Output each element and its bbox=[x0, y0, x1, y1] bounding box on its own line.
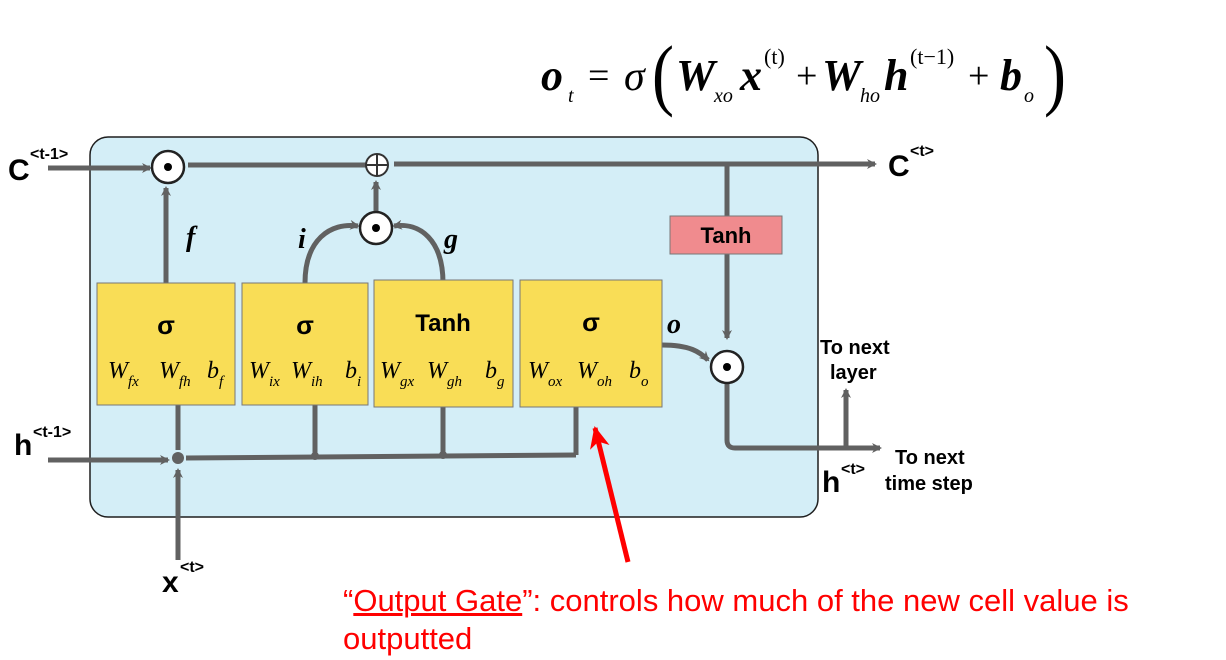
label-o: o bbox=[667, 309, 681, 340]
label-g: g bbox=[443, 224, 458, 255]
forget-gate-box: σ W fx W fh b f bbox=[96, 282, 236, 406]
gate-w1-sub: ox bbox=[548, 374, 563, 390]
h-out-sup: <t> bbox=[841, 461, 865, 478]
input-gate-box: σ W ix W ih b i bbox=[241, 282, 369, 406]
forget-multiply-node bbox=[150, 149, 186, 185]
c-next-label: C bbox=[888, 150, 910, 183]
eq-sigma: σ bbox=[624, 54, 647, 100]
output-gate-pointer-arrow bbox=[590, 426, 631, 563]
gate-w2-sub: gh bbox=[447, 374, 462, 390]
gate-func: σ bbox=[296, 310, 314, 340]
caption-open-quote: “ bbox=[343, 583, 354, 618]
input-junction bbox=[172, 452, 184, 464]
x-in-sup: <t> bbox=[180, 559, 204, 576]
h-prev-label: h bbox=[14, 429, 32, 462]
gate-w1: W bbox=[249, 358, 271, 384]
gate-func: Tanh bbox=[415, 310, 471, 337]
gate-b-sub: g bbox=[497, 374, 505, 390]
c-prev-sup: <t-1> bbox=[30, 146, 68, 163]
gate-w1: W bbox=[108, 358, 130, 384]
h-out-label: h bbox=[822, 466, 840, 499]
cell-add-node bbox=[365, 153, 389, 177]
gate-w2: W bbox=[427, 358, 449, 384]
cell-tanh-box bbox=[669, 215, 783, 255]
o-arrow bbox=[661, 342, 710, 362]
gate-b-sub: o bbox=[641, 374, 649, 390]
to-next-time-line1: To next bbox=[895, 447, 965, 469]
gate-w2: W bbox=[577, 358, 599, 384]
to-next-time-line2: time step bbox=[885, 473, 973, 495]
eq-w-ho-sub: ho bbox=[860, 85, 880, 107]
label-f: f bbox=[186, 222, 198, 253]
eq-w-xo: W bbox=[676, 51, 718, 100]
eq-paren-close: ) bbox=[1044, 30, 1066, 118]
gate-w1: W bbox=[380, 358, 402, 384]
candidate-gate-box: Tanh W gx W gh b g bbox=[373, 279, 514, 408]
gate-b-sub: f bbox=[219, 374, 225, 390]
caption-title: Output Gate bbox=[353, 583, 523, 618]
h-prev-sup: <t-1> bbox=[33, 424, 71, 441]
bus-junction-g bbox=[439, 451, 447, 459]
gate-w2: W bbox=[159, 358, 181, 384]
to-next-layer-line2: layer bbox=[830, 362, 877, 384]
c-prev-label: C bbox=[8, 154, 30, 187]
eq-plus-2: + bbox=[968, 55, 989, 97]
label-i: i bbox=[298, 224, 306, 255]
eq-w-ho: W bbox=[822, 51, 864, 100]
output-multiply-node bbox=[709, 349, 745, 385]
cell-tanh-label: Tanh bbox=[701, 223, 752, 248]
gate-b: b bbox=[629, 358, 641, 384]
gate-w1-sub: gx bbox=[400, 374, 415, 390]
port-labels: C <t-1> C <t> h <t-1> x <t> h <t> To nex… bbox=[8, 143, 973, 599]
g-arrow bbox=[392, 219, 446, 284]
eq-x: x bbox=[739, 51, 762, 100]
x-in-label: x bbox=[162, 566, 179, 599]
output-gate-box: σ W ox W oh b o bbox=[519, 279, 663, 408]
cell-connections bbox=[48, 159, 882, 560]
gate-w1-sub: ix bbox=[269, 374, 280, 390]
eq-x-sup: (t) bbox=[764, 44, 785, 69]
eq-lhs-sub: t bbox=[568, 85, 574, 107]
eq-h-sup: (t−1) bbox=[910, 44, 954, 69]
i-arrow bbox=[302, 219, 360, 284]
gate-b-sub: i bbox=[357, 374, 361, 390]
eq-lhs: o bbox=[541, 51, 563, 100]
gate-w2-sub: oh bbox=[597, 374, 612, 390]
eq-plus-1: + bbox=[796, 55, 817, 97]
c-next-sup: <t> bbox=[910, 143, 934, 160]
output-gate-equation: o t = σ ( W xo x (t) + W ho h (t−1) + b … bbox=[541, 30, 1066, 118]
gate-w1-sub: fx bbox=[128, 374, 139, 390]
gate-b: b bbox=[345, 358, 357, 384]
input-bus bbox=[185, 452, 577, 461]
eq-b: b bbox=[1000, 51, 1022, 100]
gate-w2: W bbox=[291, 358, 313, 384]
eq-paren-open: ( bbox=[652, 30, 674, 118]
eq-equals: = bbox=[588, 55, 609, 97]
gate-b: b bbox=[207, 358, 219, 384]
eq-w-xo-sub: xo bbox=[713, 85, 733, 107]
gate-b: b bbox=[485, 358, 497, 384]
output-gate-caption: “Output Gate”: controls how much of the … bbox=[343, 582, 1223, 658]
caption-text: ”: controls how much of the new cell val… bbox=[343, 583, 1129, 656]
eq-b-sub: o bbox=[1024, 85, 1034, 107]
h-out-arrow bbox=[724, 384, 882, 453]
gate-w1: W bbox=[528, 358, 550, 384]
gate-w2-sub: fh bbox=[179, 374, 191, 390]
bus-junction-i bbox=[311, 452, 319, 460]
gate-func: σ bbox=[157, 310, 175, 340]
gate-func: σ bbox=[582, 307, 600, 337]
to-next-layer-line1: To next bbox=[820, 337, 890, 359]
input-multiply-node bbox=[358, 210, 394, 246]
eq-h: h bbox=[884, 51, 908, 100]
gate-w2-sub: ih bbox=[311, 374, 323, 390]
